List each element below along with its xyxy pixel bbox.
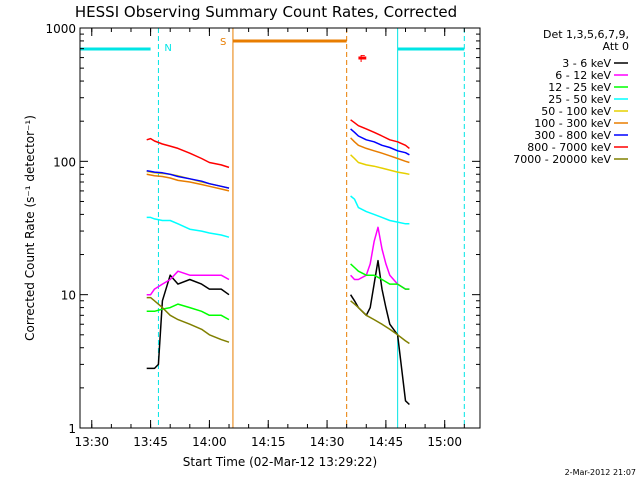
- saa-flag-label: S: [220, 37, 226, 48]
- chart-title: HESSI Observing Summary Count Rates, Cor…: [75, 3, 457, 21]
- x-tick-label-6: 15:00: [427, 435, 462, 449]
- series-6-segment-1: [350, 128, 410, 156]
- legend-label-5: 100 - 300 keV: [534, 117, 611, 130]
- y-tick-label-3: 1000: [45, 22, 76, 36]
- x-axis-label: Start Time (02-Mar-12 13:29:22): [183, 455, 377, 469]
- series-8-segment-0: [146, 296, 230, 343]
- flare-flag-label: F: [360, 54, 366, 65]
- legend-label-1: 6 - 12 keV: [555, 69, 611, 82]
- series-7-segment-0: [146, 137, 230, 169]
- series-2-segment-1: [350, 263, 410, 290]
- legend-label-0: 3 - 6 keV: [562, 57, 611, 70]
- x-tick-label-2: 14:00: [192, 435, 227, 449]
- series-7-segment-1: [350, 119, 410, 149]
- series-5-segment-0: [146, 173, 230, 192]
- series-6-segment-0: [146, 169, 230, 189]
- plot-timestamp: 2-Mar-2012 21:07: [565, 468, 636, 477]
- legend-label-6: 300 - 800 keV: [534, 129, 611, 142]
- series-3-segment-1: [350, 195, 410, 225]
- legend-label-2: 12 - 25 keV: [548, 81, 611, 94]
- y-tick-label-0: 1: [68, 422, 76, 436]
- x-tick-label-5: 14:45: [369, 435, 404, 449]
- observing-flags: N S F: [79, 28, 465, 428]
- y-axis-label: Corrected Count Rate (s⁻¹ detector⁻¹): [23, 115, 37, 341]
- legend-label-8: 7000 - 20000 keV: [513, 153, 611, 166]
- night-flag-label: N: [164, 43, 171, 54]
- series-0-segment-1: [349, 259, 410, 406]
- legend-label-7: 800 - 7000 keV: [527, 141, 611, 154]
- series-8-segment-1: [350, 300, 410, 345]
- legend-label-3: 25 - 50 keV: [548, 93, 611, 106]
- series-3-segment-0: [146, 216, 230, 238]
- x-tick-label-4: 14:30: [310, 435, 345, 449]
- series-1-segment-0: [146, 270, 230, 296]
- y-tick-label-1: 10: [61, 289, 76, 303]
- series-5-segment-1: [350, 137, 410, 164]
- series-0-segment-0: [146, 274, 230, 370]
- legend-header-1: Att 0: [603, 40, 629, 53]
- legend-label-4: 50 - 100 keV: [541, 105, 611, 118]
- y-tick-label-2: 100: [53, 155, 76, 169]
- data-series: [146, 119, 410, 406]
- series-4-segment-1: [350, 154, 410, 176]
- x-tick-label-1: 13:45: [133, 435, 168, 449]
- x-tick-label-0: 13:30: [74, 435, 109, 449]
- axis-ticks: 13:30 13:45 14:00 14:15 14:30 14:45 15:00 1 10 10…: [45, 22, 480, 449]
- x-tick-label-3: 14:15: [251, 435, 286, 449]
- plot-frame: [79, 27, 481, 429]
- legend-header-0: Det 1,3,5,6,7,9,: [543, 28, 629, 41]
- series-2-segment-0: [146, 303, 230, 321]
